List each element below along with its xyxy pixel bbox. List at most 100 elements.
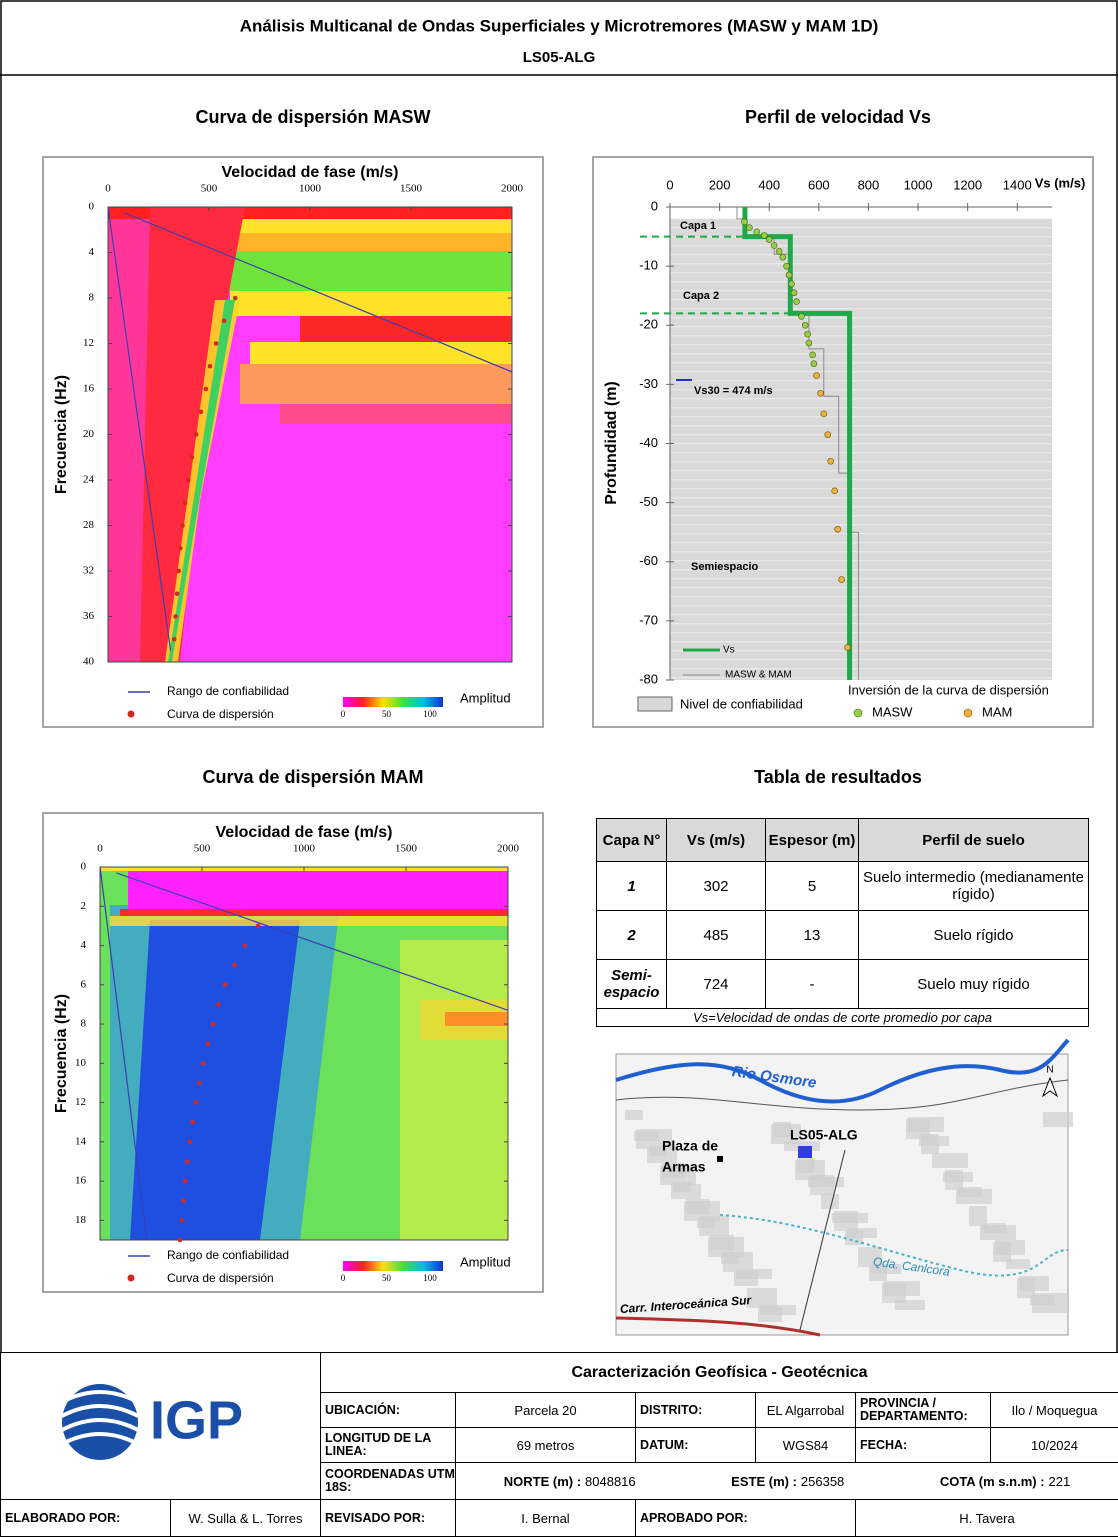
dispersion-point	[193, 1100, 199, 1105]
inversion-point	[831, 487, 839, 495]
x-tick-label: 1400	[1003, 177, 1032, 192]
annotation: Semiespacio	[691, 561, 759, 573]
inversion-point	[741, 218, 748, 226]
y-tick-label: 6	[81, 978, 87, 990]
footer-cell: DATUM:	[635, 1427, 756, 1463]
inversion-point	[788, 280, 795, 288]
panel-title: Perfil de velocidad Vs	[745, 107, 931, 127]
map-block	[1030, 1295, 1054, 1305]
table-cell: Suelo muy rígido	[858, 959, 1089, 1009]
coordinate-label: COTA (m s.n.m) :	[939, 1473, 1045, 1489]
dispersion-point	[222, 982, 228, 988]
x-tick-label: 1000	[904, 177, 933, 192]
inversion-point	[785, 271, 793, 279]
column-header: Capa N°	[596, 818, 667, 862]
footer-cell: EL Algarrobal	[755, 1392, 856, 1428]
inversion-point	[765, 236, 773, 243]
map-block	[943, 1172, 973, 1182]
legend-label: Rango de confiabilidad	[167, 684, 289, 698]
map-block	[895, 1300, 925, 1310]
y-tick-label: 2	[81, 900, 87, 912]
column-header: Vs (m/s)	[666, 818, 766, 862]
y-tick-label: -60	[639, 553, 658, 568]
y-tick-label: 28	[83, 519, 95, 531]
x-tick-label: 200	[709, 177, 731, 192]
legend-title: Inversión de la curva de dispersión	[848, 682, 1049, 697]
table-cell: 302	[666, 861, 766, 911]
north-arrow	[1041, 1076, 1059, 1098]
amplitude-field	[240, 364, 512, 404]
x-tick-label: 2000	[501, 183, 524, 195]
coordinate-label: NORTE (m) :	[503, 1473, 582, 1489]
table-note: Vs=Velocidad de ondas de corte promedio …	[596, 1008, 1089, 1027]
x-tick-label: 1500	[400, 183, 423, 195]
plaza-marker	[717, 1156, 723, 1162]
y-tick-label: 16	[83, 383, 95, 395]
map-block	[795, 1160, 825, 1180]
x-tick-label: 1200	[953, 177, 982, 192]
logo-stripe	[61, 1404, 139, 1418]
y-tick-label: 40	[83, 656, 95, 668]
map-block	[1006, 1259, 1030, 1269]
map-label: LS05-ALG	[790, 1127, 858, 1143]
table-cell: 5	[765, 861, 859, 911]
map-block	[980, 1225, 1016, 1240]
footer-cell: I. Bernal	[455, 1499, 636, 1537]
inversion-point	[770, 242, 778, 249]
inversion-point	[805, 339, 813, 347]
dispersion-point	[207, 363, 213, 369]
dispersion-point	[198, 409, 204, 415]
coordinate-value: 221	[1048, 1473, 1071, 1489]
inversion-point	[809, 351, 816, 359]
dispersion-point	[190, 1119, 196, 1125]
y-tick-label: -70	[639, 612, 658, 627]
map-block	[647, 1148, 677, 1163]
confidence-line	[99, 866, 148, 1241]
table-cell: 1	[596, 861, 667, 911]
confidence-line	[107, 206, 172, 651]
logo-stripe	[61, 1432, 139, 1446]
y-tick-label: 24	[83, 474, 95, 486]
legend-label: MASW & MAM	[725, 670, 792, 681]
coordinate: NORTE (m) :8048816	[504, 1474, 636, 1489]
y-tick-label: 20	[83, 428, 95, 440]
footer-cell: ELABORADO POR:	[0, 1499, 171, 1537]
dispersion-point	[180, 523, 185, 528]
table-row: Semi-espacio 724- Suelo muy rígido	[596, 959, 1089, 1009]
table-cell: 485	[666, 910, 766, 960]
creek	[719, 1214, 1069, 1277]
inversion-point	[783, 262, 790, 270]
amplitude-field	[168, 300, 235, 662]
y-tick-label: -30	[639, 376, 658, 391]
footer-cell: H. Tavera	[855, 1499, 1118, 1537]
inversion-point	[813, 372, 820, 379]
dispersion-point	[200, 1061, 206, 1066]
valley-edge	[615, 1079, 1069, 1111]
inversion-point	[793, 298, 800, 305]
reliability-zone	[670, 218, 1052, 680]
amplitude-field	[250, 342, 512, 364]
x-tick-label: 0	[105, 183, 111, 195]
dispersion-point	[182, 1178, 188, 1184]
annotation: Capa 1	[680, 220, 716, 232]
header-row: Capa N° Vs (m/s) Espesor (m) Perfil de suel…	[596, 818, 1089, 862]
inversion-point	[798, 313, 805, 320]
dispersion-point	[203, 386, 209, 392]
legend-label: Curva de dispersión	[167, 1271, 274, 1285]
dispersion-point	[185, 1159, 190, 1164]
map-block	[684, 1201, 720, 1221]
colorbar-tick-label: 0	[341, 709, 346, 719]
column-header: Perfil de suelo	[858, 818, 1089, 862]
legend-label: MAM	[982, 704, 1012, 719]
y-tick-label: 10	[75, 1057, 87, 1069]
dispersion-point	[182, 500, 188, 506]
y-axis-label: Frecuencia (Hz)	[53, 994, 70, 1113]
y-tick-label: 32	[83, 565, 94, 577]
footer-cell: UBICACIÓN:	[320, 1392, 456, 1428]
map-label: Armas	[662, 1159, 706, 1175]
y-tick-label: -80	[639, 671, 658, 686]
x-tick-label: 1000	[293, 843, 316, 855]
map-block	[832, 1213, 868, 1223]
dispersion-point	[221, 318, 227, 324]
footer-cell: DISTRITO:	[635, 1392, 756, 1428]
